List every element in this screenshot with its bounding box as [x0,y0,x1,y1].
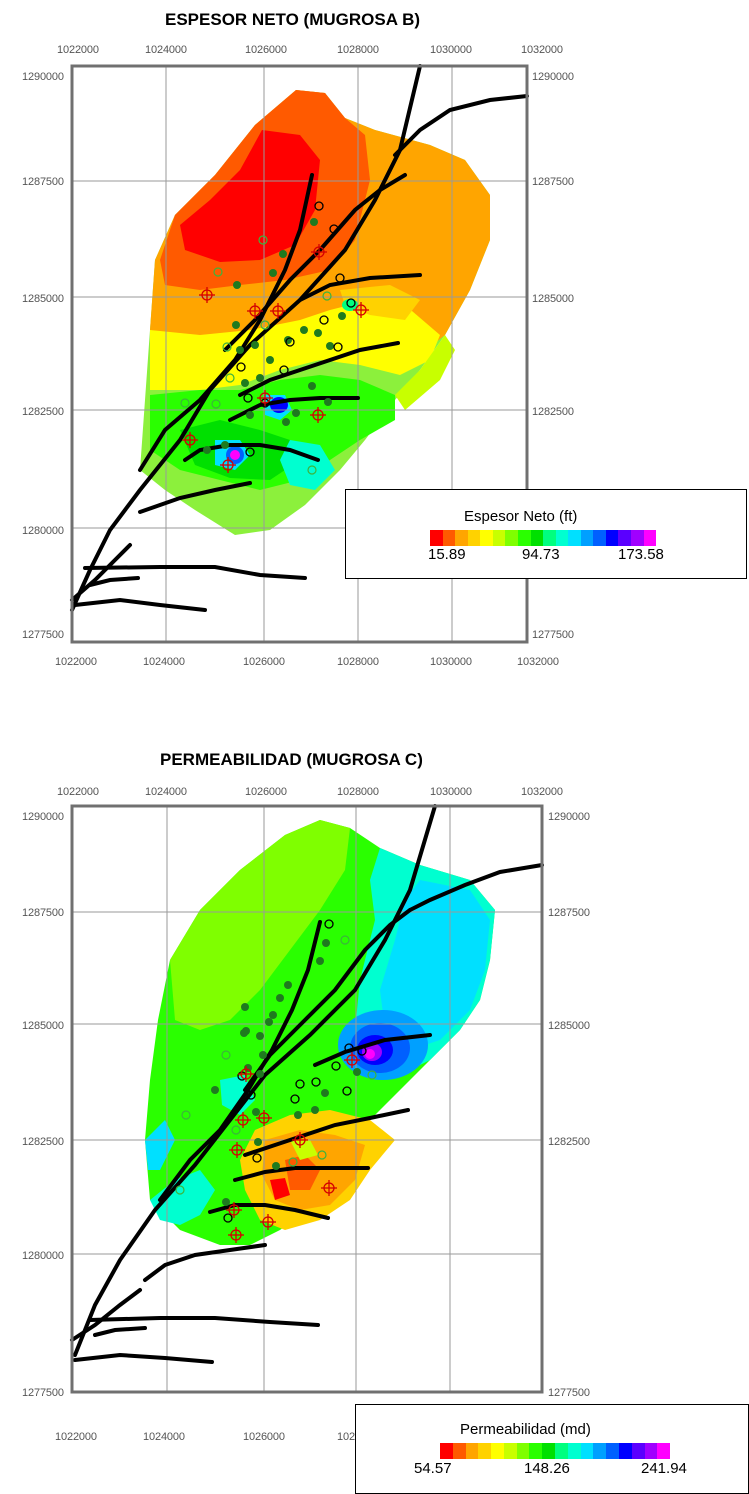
y-tick-left: 1287500 [22,907,64,919]
legend-color-bar [440,1443,671,1459]
y-tick-right: 1287500 [548,907,590,919]
legend-title: Permeabilidad (md) [460,1421,591,1438]
well-markers-observation [175,935,377,1195]
injector-markers [226,1052,360,1243]
well-markers-open [223,919,367,1223]
x-tick-bottom: 1024000 [143,656,185,668]
y-tick-left: 1287500 [22,176,64,188]
x-tick-top: 1030000 [430,786,472,798]
legend-max: 173.58 [618,546,664,563]
y-tick-right: 1290000 [532,71,574,83]
y-tick-left: 1280000 [22,1250,64,1262]
x-tick-bottom: 1022000 [55,656,97,668]
x-tick-bottom: 1030000 [430,656,472,668]
x-tick-top: 1024000 [145,44,187,56]
legend-mid: 94.73 [522,546,560,563]
y-tick-left: 1285000 [22,293,64,305]
color-legend: Espesor Neto (ft) 15.89 94.73 173.58 [345,489,747,579]
y-tick-left: 1285000 [22,1020,64,1032]
x-tick-top: 1030000 [430,44,472,56]
map-grid [72,806,542,1392]
y-tick-right: 1285000 [548,1020,590,1032]
y-tick-left: 1282500 [22,1136,64,1148]
y-tick-right: 1277500 [548,1387,590,1399]
y-tick-left: 1277500 [22,629,64,641]
x-tick-top: 1024000 [145,786,187,798]
y-tick-right: 1282500 [548,1136,590,1148]
map-panel-permeabilidad: PERMEABILIDAD (MUGROSA C) [0,700,749,1494]
x-tick-top: 1032000 [521,786,563,798]
contour-fill [145,820,495,1245]
x-tick-bottom: 1024000 [143,1431,185,1443]
well-markers-observation [180,235,332,475]
x-tick-top: 1028000 [337,44,379,56]
x-tick-bottom: 1028000 [337,656,379,668]
legend-min: 54.57 [414,1460,452,1477]
y-tick-right: 1282500 [532,406,574,418]
color-legend: Permeabilidad (md) 54.57 148.26 241.94 [355,1404,749,1494]
x-tick-top: 1028000 [337,786,379,798]
x-tick-top: 1026000 [245,44,287,56]
y-tick-right: 1290000 [548,811,590,823]
x-tick-bottom: 1032000 [517,656,559,668]
map-border [70,804,544,1394]
map-panel-espesor: ESPESOR NETO (MUGROSA B) [0,0,749,700]
x-tick-top: 1026000 [245,786,287,798]
y-tick-right: 1287500 [532,176,574,188]
well-markers-open [236,201,356,457]
x-tick-bottom: 1026000 [243,656,285,668]
legend-mid: 148.26 [524,1460,570,1477]
legend-min: 15.89 [428,546,466,563]
y-tick-right: 1285000 [532,293,574,305]
x-tick-top: 1032000 [521,44,563,56]
legend-title: Espesor Neto (ft) [464,508,578,525]
x-tick-bottom: 1026000 [243,1431,285,1443]
y-tick-left: 1282500 [22,406,64,418]
fault-lines [70,64,529,612]
legend-max: 241.94 [641,1460,687,1477]
legend-color-bar [430,530,657,546]
map-border [70,64,529,644]
injector-markers [182,244,369,473]
y-tick-left: 1290000 [22,811,64,823]
x-tick-top: 1022000 [57,786,99,798]
y-tick-left: 1277500 [22,1387,64,1399]
well-markers-producers [203,218,346,454]
fault-lines [70,804,544,1364]
y-tick-right: 1277500 [532,629,574,641]
map-title: PERMEABILIDAD (MUGROSA C) [160,750,423,769]
map-title: ESPESOR NETO (MUGROSA B) [165,10,421,29]
contour-fill [140,90,490,535]
axis-labels: 1022000 1024000 1026000 1028000 1030000 … [22,44,574,668]
x-tick-top: 1022000 [57,44,99,56]
y-tick-left: 1280000 [22,525,64,537]
x-tick-bottom: 1022000 [55,1431,97,1443]
y-tick-left: 1290000 [22,71,64,83]
contour-map: 1022000 1024000 1026000 1028000 1030000 … [22,786,590,1443]
contour-map: 1022000 1024000 1026000 1028000 1030000 … [22,44,574,668]
